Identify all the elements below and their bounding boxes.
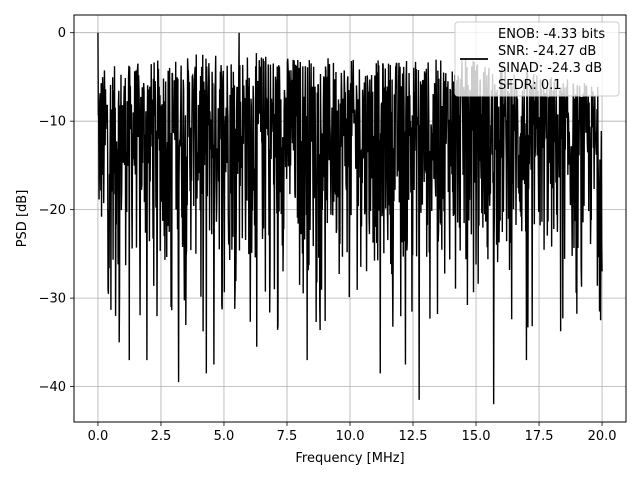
x-tick-label: 17.5	[525, 429, 554, 444]
x-tick-label: 20.0	[588, 429, 617, 444]
y-tick-label: −30	[39, 292, 66, 307]
y-tick-label: −10	[39, 115, 66, 130]
y-tick-label: −20	[39, 203, 66, 218]
psd-series	[97, 32, 603, 405]
y-axis-label: PSD [dB]	[15, 190, 30, 248]
x-tick-label: 2.5	[151, 429, 172, 444]
x-tick-label: 7.5	[277, 429, 298, 444]
psd-trace	[97, 32, 603, 405]
legend-sfdr: SFDR: 0.1	[498, 78, 562, 93]
y-tick-label: 0	[58, 26, 66, 41]
x-axis-label: Frequency [MHz]	[295, 451, 404, 466]
legend-box	[454, 21, 620, 97]
x-tick-label: 0.0	[88, 429, 109, 444]
x-tick-label: 15.0	[462, 429, 491, 444]
x-tick-label: 5.0	[214, 429, 235, 444]
x-tick-label: 12.5	[399, 429, 428, 444]
legend-sinad: SINAD: -24.3 dB	[498, 61, 602, 76]
x-tick-label: 10.0	[336, 429, 365, 444]
y-tick-label: −40	[39, 380, 66, 395]
legend: ENOB: -4.33 bits SNR: -24.27 dB SINAD: -…	[454, 21, 620, 97]
legend-enob: ENOB: -4.33 bits	[498, 27, 605, 42]
x-axis-ticks: 0.0 2.5 5.0 7.5 10.0 12.5 15.0 17.5 20.0	[88, 422, 617, 444]
legend-snr: SNR: -24.27 dB	[498, 44, 596, 59]
y-axis-ticks: 0 −10 −20 −30 −40	[39, 26, 74, 395]
